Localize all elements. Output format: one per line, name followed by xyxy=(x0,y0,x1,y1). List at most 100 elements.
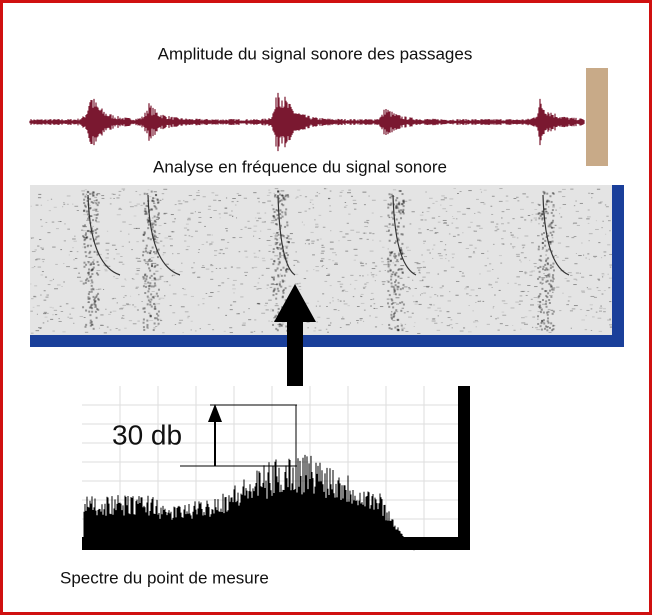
decoration xyxy=(82,230,86,232)
decoration xyxy=(329,302,331,304)
decoration xyxy=(406,246,410,248)
decoration xyxy=(273,287,276,290)
decoration xyxy=(154,206,157,209)
decoration xyxy=(213,250,218,252)
decoration xyxy=(116,214,121,216)
decoration xyxy=(153,229,156,232)
decoration xyxy=(542,237,545,240)
decoration xyxy=(188,235,191,237)
decoration xyxy=(473,321,475,323)
decoration xyxy=(123,189,125,191)
decoration xyxy=(83,198,86,201)
decoration xyxy=(274,188,279,190)
decoration xyxy=(253,230,257,232)
decoration xyxy=(379,216,383,218)
decoration xyxy=(318,214,322,216)
decoration xyxy=(97,298,100,301)
decoration xyxy=(59,305,62,307)
decoration xyxy=(546,262,549,265)
decoration xyxy=(42,322,45,324)
decoration xyxy=(439,310,442,312)
decoration xyxy=(395,207,398,210)
decoration xyxy=(360,265,365,267)
decoration xyxy=(347,305,350,307)
decoration xyxy=(234,204,237,206)
decoration xyxy=(272,208,275,211)
decoration xyxy=(564,257,569,259)
decoration xyxy=(551,312,554,315)
decoration xyxy=(546,274,549,277)
decoration xyxy=(94,196,98,198)
decoration xyxy=(546,268,549,271)
decoration xyxy=(401,301,404,304)
decoration xyxy=(281,215,284,218)
decoration xyxy=(111,298,114,300)
decoration xyxy=(43,290,46,292)
decoration xyxy=(533,297,538,299)
decoration xyxy=(422,261,425,263)
decoration xyxy=(82,235,85,238)
decoration xyxy=(285,268,288,271)
decoration xyxy=(154,305,157,308)
decoration xyxy=(277,194,296,276)
decoration xyxy=(74,257,78,259)
decoration xyxy=(228,214,232,216)
decoration xyxy=(87,261,90,263)
decoration xyxy=(426,286,430,288)
decoration xyxy=(135,286,139,288)
decoration xyxy=(542,268,545,271)
decoration xyxy=(231,201,234,203)
decoration xyxy=(88,297,91,300)
decoration xyxy=(31,267,35,269)
decoration xyxy=(360,293,364,295)
decoration xyxy=(241,324,246,326)
decoration xyxy=(363,287,366,289)
decoration xyxy=(392,306,395,309)
decoration xyxy=(542,190,545,193)
decoration xyxy=(33,295,36,297)
decoration xyxy=(95,199,98,202)
decoration xyxy=(303,224,305,226)
decoration xyxy=(159,318,162,320)
decoration xyxy=(213,209,217,211)
decoration xyxy=(386,298,390,300)
decoration xyxy=(95,316,98,319)
decoration xyxy=(502,230,506,232)
decoration xyxy=(521,317,525,319)
decoration xyxy=(371,273,375,275)
decoration xyxy=(388,217,391,219)
decoration xyxy=(142,250,145,253)
decoration xyxy=(387,206,390,209)
decoration xyxy=(442,219,447,221)
decoration xyxy=(590,308,593,310)
decoration xyxy=(305,239,310,241)
decoration xyxy=(544,244,547,247)
decoration xyxy=(143,307,146,310)
decoration xyxy=(257,256,259,258)
decoration xyxy=(550,285,553,288)
decoration xyxy=(153,191,157,193)
waveform-scale xyxy=(586,68,608,166)
decoration xyxy=(552,269,555,272)
decoration xyxy=(116,197,120,199)
decoration xyxy=(280,194,284,196)
decoration xyxy=(278,323,281,326)
decoration xyxy=(91,268,94,271)
decoration xyxy=(397,318,400,321)
decoration xyxy=(451,222,454,224)
decoration xyxy=(549,241,552,244)
decoration xyxy=(452,216,454,218)
decoration xyxy=(119,308,123,310)
decoration xyxy=(35,330,40,332)
decoration xyxy=(470,221,473,223)
decoration xyxy=(88,310,91,313)
spectrum-axis xyxy=(82,537,470,550)
decoration xyxy=(286,237,289,239)
decoration xyxy=(97,308,100,311)
decoration xyxy=(174,204,177,206)
decoration xyxy=(445,257,447,259)
decoration xyxy=(588,233,593,235)
decoration xyxy=(315,223,319,225)
decoration xyxy=(94,304,97,307)
decoration xyxy=(320,260,324,262)
